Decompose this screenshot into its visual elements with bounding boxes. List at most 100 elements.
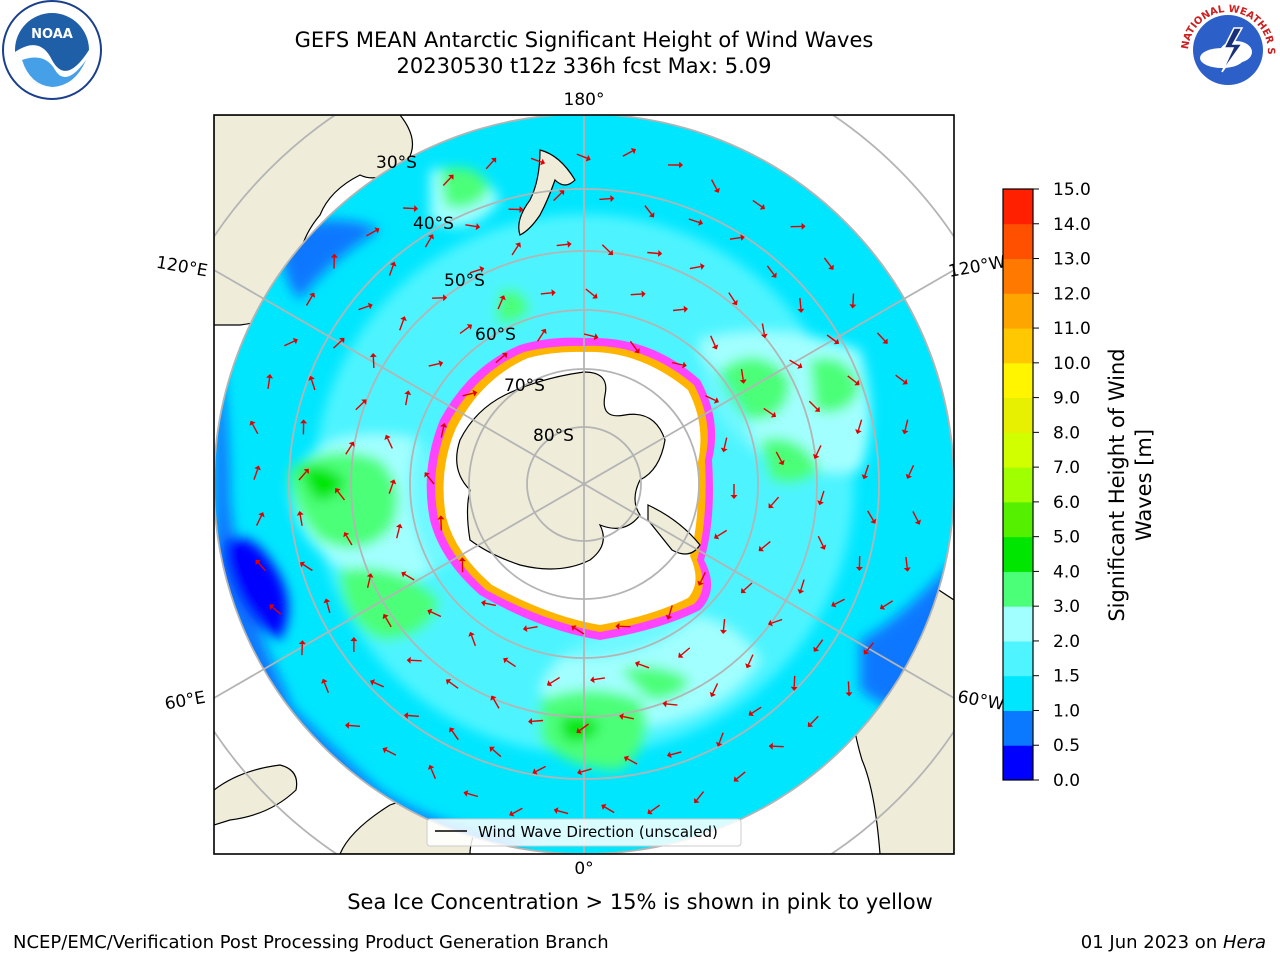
wind-wave-arrow: [337, 490, 346, 501]
wind-wave-arrow-head: [807, 721, 814, 727]
wind-wave-arrow: [469, 268, 481, 274]
wind-wave-arrow-head: [813, 646, 820, 652]
wind-wave-arrow: [405, 394, 409, 406]
wind-wave-arrow: [497, 298, 504, 310]
wind-wave-arrow-head: [443, 294, 448, 302]
wind-wave-arrow: [736, 771, 746, 780]
wind-wave-arrow: [717, 529, 728, 537]
colorbar-tick-label: 5.0: [1053, 528, 1080, 548]
wind-wave-arrow: [540, 292, 552, 295]
wind-wave-arrow-head: [468, 631, 475, 637]
colorbar-segment: [1003, 328, 1033, 364]
wind-wave-arrow: [710, 179, 718, 190]
wind-wave-arrow-head: [720, 629, 727, 634]
wind-wave-arrow: [553, 192, 562, 202]
wind-wave-arrow-head: [258, 512, 265, 518]
legend-label: Wind Wave Direction (unscaled): [478, 823, 718, 841]
credit-host: Hera: [1222, 932, 1266, 953]
wind-wave-arrow-head: [490, 157, 497, 163]
wind-wave-arrow: [696, 791, 705, 801]
wind-wave-arrow: [506, 659, 516, 668]
graticule: [214, 115, 954, 854]
wind-wave-arrow-head: [366, 573, 374, 578]
lon-label-180: 180°: [564, 90, 605, 110]
wind-wave-arrow-head: [350, 637, 358, 642]
wind-wave-arrow: [253, 469, 259, 480]
wind-wave-arrow-head: [348, 441, 355, 447]
wind-wave-arrow: [549, 676, 560, 684]
wind-wave-arrow-head: [662, 700, 667, 708]
colorbar-segment: [1003, 640, 1033, 677]
map-panel: Wind Wave Direction (unscaled): [214, 115, 954, 854]
wind-wave-arrows: [249, 148, 921, 817]
wind-wave-arrow: [630, 293, 642, 296]
wind-wave-arrow-head: [437, 515, 445, 520]
wind-wave-arrow-head: [831, 601, 837, 608]
credit-right: 01 Jun 2023 on Hera: [1081, 932, 1266, 953]
wind-wave-arrow-head: [854, 379, 860, 386]
wind-wave-arrow: [430, 768, 437, 779]
wind-wave-arrow: [680, 647, 691, 656]
wind-wave-arrow-head: [458, 557, 466, 562]
wind-wave-arrow-head: [413, 205, 419, 213]
wind-wave-arrow: [348, 724, 361, 727]
wind-wave-arrow-head: [299, 561, 306, 568]
wind-wave-arrow-head: [845, 692, 853, 697]
wind-wave-arrow-head: [501, 352, 508, 359]
colorbar-tick-label: 1.5: [1053, 667, 1080, 687]
wind-wave-arrow: [668, 605, 673, 617]
wind-wave-arrow-head: [682, 361, 687, 369]
wind-wave-arrow: [251, 423, 259, 435]
wind-wave-arrow-head: [309, 292, 316, 298]
wind-wave-arrow: [723, 437, 728, 449]
wind-wave-arrow: [710, 335, 716, 347]
wind-wave-arrow-head: [577, 768, 582, 776]
wind-wave-arrow-head: [427, 764, 435, 770]
wind-wave-arrow-head: [490, 695, 497, 701]
lat-label-80s: 80°S: [533, 426, 574, 446]
wind-wave-arrow-head: [481, 599, 486, 607]
wind-wave-arrow-head: [472, 389, 478, 397]
wind-wave-arrow: [373, 681, 384, 688]
wind-wave-arrow: [895, 374, 905, 383]
wind-wave-arrow-head: [590, 676, 595, 684]
wind-wave-arrow-head: [863, 649, 870, 655]
wind-wave-arrow: [556, 243, 568, 247]
wind-wave-arrow-head: [438, 360, 444, 367]
colorbar-segment: [1003, 606, 1033, 642]
wind-wave-arrow-head: [678, 652, 684, 658]
wind-wave-arrow-head: [384, 434, 391, 440]
wind-wave-arrow: [747, 654, 754, 665]
wind-wave-arrow: [526, 626, 538, 630]
wind-wave-arrow-head: [254, 465, 261, 471]
wind-wave-arrow-head: [790, 686, 798, 691]
wind-wave-arrow-head: [343, 532, 350, 538]
wind-wave-arrow: [815, 445, 822, 456]
colorbar-boxes: [1003, 189, 1033, 781]
wind-wave-arrow: [882, 600, 893, 608]
wind-wave-arrow-head: [255, 559, 261, 565]
wind-wave-arrow: [728, 292, 736, 303]
wind-wave-arrow-head: [797, 589, 805, 594]
wind-wave-arrow-head: [715, 741, 723, 747]
lon-label-0: 0°: [574, 859, 593, 879]
wind-wave-arrow: [729, 236, 741, 240]
wind-wave-arrow: [740, 368, 744, 380]
ocean-field: [214, 115, 954, 854]
wind-wave-arrow: [638, 663, 650, 669]
noaa-logo: NOAA: [2, 0, 102, 100]
colorbar-tick-label: 9.0: [1053, 389, 1080, 409]
wind-wave-arrow-head: [592, 293, 598, 299]
wind-wave-arrow: [255, 515, 263, 526]
wind-wave-arrow: [799, 297, 802, 310]
wind-wave-arrow: [485, 160, 495, 170]
colorbar-segment: [1003, 467, 1033, 503]
wind-wave-arrow: [622, 150, 633, 157]
wind-wave-arrow: [585, 288, 595, 297]
wind-wave-arrow-head: [801, 222, 806, 230]
wind-wave-arrow-head: [330, 253, 338, 258]
wind-wave-arrow-head: [828, 264, 834, 270]
wind-wave-arrow-head: [797, 362, 803, 369]
wind-wave-arrow: [385, 749, 397, 756]
colorbar-label-line1: Significant Height of Wind: [1105, 348, 1129, 621]
